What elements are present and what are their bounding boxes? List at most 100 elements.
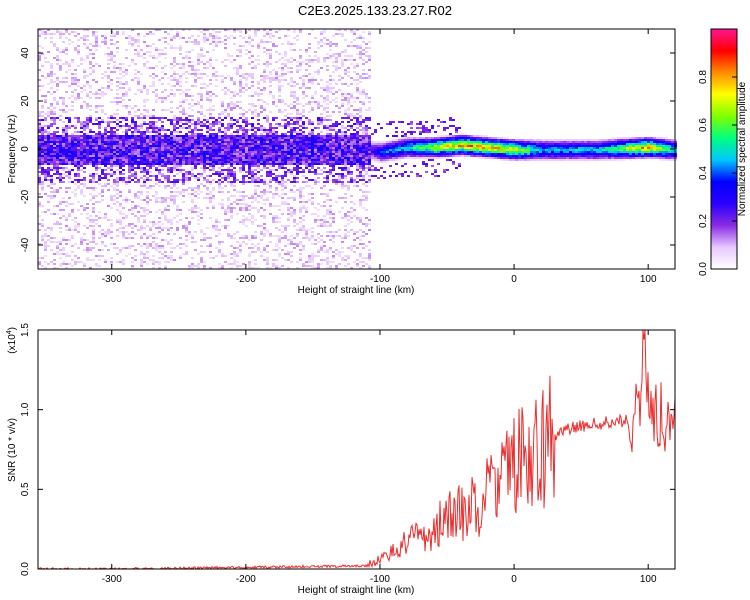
- heatmap-cell: [143, 199, 146, 201]
- heatmap-cell: [293, 219, 296, 221]
- heatmap-cell: [242, 191, 245, 193]
- heatmap-cell: [104, 235, 107, 237]
- heatmap-cell: [170, 141, 173, 143]
- heatmap-cell: [116, 153, 119, 155]
- heatmap-cell: [116, 149, 119, 151]
- heatmap-cell: [191, 73, 194, 75]
- heatmap-cell: [170, 157, 173, 159]
- heatmap-cell: [329, 155, 332, 157]
- heatmap-cell: [230, 153, 233, 155]
- heatmap-cell: [206, 175, 209, 177]
- heatmap-cell: [134, 215, 137, 217]
- heatmap-cell: [68, 215, 71, 217]
- heatmap-cell: [224, 211, 227, 213]
- heatmap-cell: [326, 235, 329, 237]
- heatmap-cell: [332, 175, 335, 177]
- heatmap-cell: [59, 179, 62, 181]
- heatmap-cell: [323, 117, 326, 119]
- heatmap-cell: [161, 239, 164, 241]
- heatmap-cell: [242, 163, 245, 165]
- heatmap-cell: [113, 147, 116, 149]
- heatmap-cell: [335, 125, 338, 127]
- heatmap-cell: [146, 99, 149, 101]
- heatmap-cell: [326, 95, 329, 97]
- heatmap-cell: [215, 171, 218, 173]
- heatmap-cell: [203, 261, 206, 263]
- heatmap-cell: [257, 135, 260, 137]
- heatmap-cell: [290, 215, 293, 217]
- heatmap-cell: [122, 33, 125, 35]
- heatmap-cell: [326, 261, 329, 263]
- heatmap-cell: [269, 127, 272, 129]
- heatmap-cell: [332, 135, 335, 137]
- heatmap-cell: [326, 53, 329, 55]
- heatmap-cell: [104, 213, 107, 215]
- heatmap-cell: [116, 197, 119, 199]
- heatmap-cell: [260, 89, 263, 91]
- heatmap-cell: [308, 261, 311, 263]
- heatmap-cell: [167, 163, 170, 165]
- heatmap-cell: [59, 253, 62, 255]
- heatmap-cell: [89, 219, 92, 221]
- heatmap-cell: [293, 151, 296, 153]
- heatmap-cell: [224, 115, 227, 117]
- heatmap-cell: [143, 145, 146, 147]
- heatmap-cell: [41, 167, 44, 169]
- heatmap-cell: [224, 169, 227, 171]
- heatmap-cell: [125, 155, 128, 157]
- heatmap-cell: [152, 247, 155, 249]
- heatmap-cell: [140, 127, 143, 129]
- heatmap-cell: [71, 151, 74, 153]
- heatmap-cell: [242, 223, 245, 225]
- heatmap-cell: [242, 77, 245, 79]
- heatmap-cell: [257, 179, 260, 181]
- heatmap-cell: [71, 265, 74, 267]
- heatmap-cell: [293, 167, 296, 169]
- heatmap-cell: [80, 121, 83, 123]
- heatmap-cell: [77, 173, 80, 175]
- heatmap-cell: [62, 141, 65, 143]
- heatmap-cell: [188, 179, 191, 181]
- heatmap-cell: [200, 147, 203, 149]
- heatmap-cell: [281, 153, 284, 155]
- heatmap-cell: [92, 221, 95, 223]
- heatmap-cell: [104, 173, 107, 175]
- heatmap-cell: [296, 171, 299, 173]
- heatmap-cell: [56, 143, 59, 145]
- heatmap-cell: [227, 113, 230, 115]
- heatmap-cell: [59, 81, 62, 83]
- heatmap-cell: [104, 35, 107, 37]
- heatmap-cell: [119, 219, 122, 221]
- heatmap-cell: [203, 159, 206, 161]
- heatmap-cell: [188, 163, 191, 165]
- heatmap-cell: [122, 155, 125, 157]
- heatmap-cell: [77, 181, 80, 183]
- heatmap-cell: [47, 167, 50, 169]
- heatmap-cell: [137, 89, 140, 91]
- heatmap-cell: [296, 35, 299, 37]
- heatmap-cell: [329, 115, 332, 117]
- heatmap-cell: [278, 141, 281, 143]
- heatmap-cell: [293, 177, 296, 179]
- heatmap-cell: [224, 149, 227, 151]
- heatmap-cell: [254, 165, 257, 167]
- heatmap-cell: [83, 195, 86, 197]
- heatmap-cell: [257, 177, 260, 179]
- heatmap-cell: [71, 73, 74, 75]
- heatmap-cell: [260, 233, 263, 235]
- heatmap-cell: [80, 157, 83, 159]
- heatmap-cell: [182, 65, 185, 67]
- heatmap-cell: [92, 163, 95, 165]
- heatmap-cell: [293, 225, 296, 227]
- heatmap-cell: [101, 249, 104, 251]
- heatmap-cell: [308, 161, 311, 163]
- heatmap-cell: [233, 167, 236, 169]
- heatmap-cell: [206, 147, 209, 149]
- heatmap-cell: [56, 251, 59, 253]
- heatmap-cell: [236, 247, 239, 249]
- heatmap-cell: [83, 167, 86, 169]
- heatmap-cell: [299, 191, 302, 193]
- heatmap-cell: [170, 227, 173, 229]
- heatmap-cell: [221, 241, 224, 243]
- heatmap-cell: [131, 139, 134, 141]
